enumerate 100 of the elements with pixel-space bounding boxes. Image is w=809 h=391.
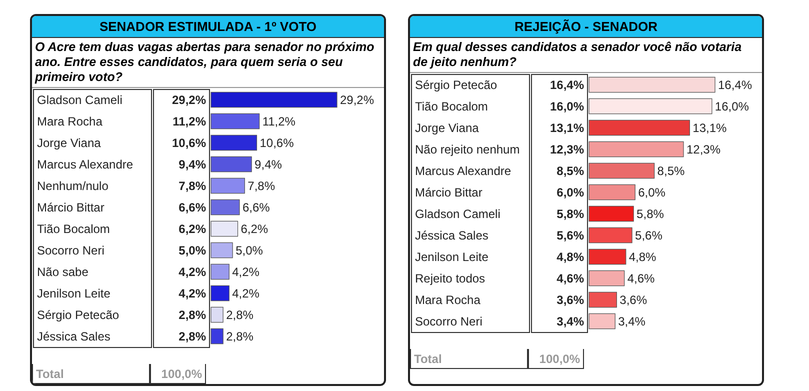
text: 6,2% <box>240 222 268 236</box>
bar <box>588 270 625 286</box>
text: 6,6% <box>242 200 270 214</box>
bar <box>210 134 258 151</box>
bar <box>588 120 690 136</box>
bar <box>210 92 338 108</box>
data-label: 13,1% <box>550 120 584 135</box>
text: 2,8% <box>226 308 254 322</box>
data-label: 5,0% <box>178 243 206 258</box>
data-label: 6,2% <box>178 222 206 236</box>
y-tick-label: Márcio Bittar <box>415 185 482 200</box>
y-tick-label: Nenhum/nulo <box>37 178 109 193</box>
text: 4,2% <box>232 286 260 300</box>
data-label: 4,8% <box>556 250 584 264</box>
text: 9,4% <box>254 157 282 172</box>
data-label: 4,2% <box>178 286 206 300</box>
y-tick-label: Jenilson Leite <box>37 286 111 300</box>
data-label: 29,2% <box>172 92 206 107</box>
data-label: 16,0% <box>550 99 584 114</box>
data-label: 2,8% <box>178 329 206 344</box>
y-tick-label: Não rejeito nenhum <box>415 142 520 156</box>
bar <box>210 306 224 323</box>
data-label: 7,8% <box>178 178 206 193</box>
y-tick-label: Rejeito todos <box>415 271 486 286</box>
y-tick-label: Jéssica Sales <box>37 329 110 344</box>
text: 16,0% <box>714 99 749 114</box>
bar <box>588 248 626 265</box>
data-label: 8,5% <box>556 164 584 178</box>
y-tick-label: Gladson Cameli <box>37 92 122 107</box>
bar <box>588 98 712 114</box>
bar <box>588 76 716 93</box>
bar <box>210 113 260 130</box>
text: 16,4% <box>718 78 752 92</box>
bar <box>588 141 684 158</box>
data-label: 5,6% <box>556 228 584 242</box>
text: 5,8% <box>636 206 664 221</box>
y-tick-label: Sérgio Petecão <box>37 308 120 322</box>
text: 12,3% <box>686 142 721 156</box>
text: 4,8% <box>628 250 656 264</box>
bar <box>588 227 632 244</box>
y-tick-label: Socorro Neri <box>415 314 482 328</box>
chart-title: SENADOR ESTIMULADA - 1º VOTO <box>32 16 384 38</box>
data-label: 5,8% <box>556 206 584 221</box>
y-tick-label: Sérgio Petecão <box>415 78 498 92</box>
data-label: 12,3% <box>550 142 584 156</box>
text: 6,0% <box>638 185 666 200</box>
y-tick-label: Márcio Bittar <box>37 200 104 214</box>
y-tick-label: Jorge Viana <box>415 120 480 135</box>
bar <box>210 264 230 280</box>
chart-subtitle: Em qual desses candidatos a senador você não votaria de jeito nenhum? <box>410 38 762 73</box>
bar <box>210 242 233 258</box>
y-tick-label: Não sabe <box>37 264 89 279</box>
y-tick-label: Mara Rocha <box>37 114 103 128</box>
data-label: 4,2% <box>178 264 206 279</box>
text: 3,6% <box>620 292 648 307</box>
text: 11,2% <box>262 114 296 128</box>
text: 29,2% <box>340 92 374 107</box>
text: 4,2% <box>232 264 260 279</box>
chart-subtitle: O Acre tem duas vagas abertas para senador no próximo ano. Entre esses candidatos, para quem seria o seu primeiro voto? <box>32 38 384 88</box>
text: Total <box>410 349 528 369</box>
y-tick-label: Gladson Cameli <box>415 206 500 221</box>
y-tick-label: Socorro Neri <box>37 243 104 258</box>
text: 13,1% <box>692 120 727 135</box>
bar <box>210 220 238 237</box>
data-label: 9,4% <box>178 157 206 172</box>
data-label: 11,2% <box>172 114 206 128</box>
chart-title: REJEIÇÃO - SENADOR <box>410 16 762 38</box>
text: 8,5% <box>657 164 685 178</box>
text: 7,8% <box>248 178 276 193</box>
bar <box>588 162 655 179</box>
text: 100,0% <box>150 364 206 384</box>
bar <box>210 328 224 344</box>
data-label: 2,8% <box>178 308 206 322</box>
data-label: 3,6% <box>556 292 584 307</box>
bar <box>588 206 634 222</box>
data-label: 10,6% <box>172 136 206 150</box>
bar <box>588 313 616 330</box>
y-tick-label: Marcus Alexandre <box>37 157 134 172</box>
y-tick-label: Marcus Alexandre <box>415 164 512 178</box>
data-label: 16,4% <box>550 78 584 92</box>
y-tick-label: Jorge Viana <box>37 136 102 150</box>
bar <box>210 178 245 194</box>
bar <box>210 199 240 216</box>
text: 5,6% <box>635 228 662 242</box>
bar <box>588 184 636 200</box>
y-tick-label: Tião Bocalom <box>37 222 110 236</box>
y-tick-label: Jenilson Leite <box>415 250 489 264</box>
data-label: 4,6% <box>556 271 584 286</box>
text: 4,6% <box>627 271 655 286</box>
data-label: 6,6% <box>178 200 206 214</box>
text: 5,0% <box>236 243 263 258</box>
y-tick-label: Jéssica Sales <box>415 228 488 242</box>
text: 2,8% <box>226 329 254 344</box>
bar <box>588 292 617 308</box>
bar <box>210 285 230 302</box>
bar <box>210 156 252 172</box>
text: Total <box>32 364 150 384</box>
data-label: 6,0% <box>556 185 584 200</box>
text: 10,6% <box>260 136 294 150</box>
text: 100,0% <box>528 349 584 369</box>
